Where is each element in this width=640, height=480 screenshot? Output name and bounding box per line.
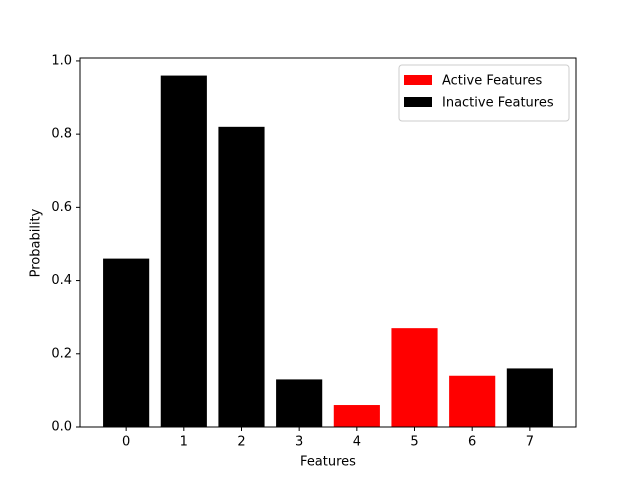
legend-box	[398, 64, 570, 122]
legend-swatch	[404, 75, 432, 85]
x-tick-label: 5	[410, 435, 418, 450]
y-tick-label: 0.2	[51, 346, 72, 361]
bar	[218, 126, 265, 428]
x-tick-label: 1	[180, 435, 188, 450]
bar	[333, 405, 380, 427]
x-tick-label: 3	[295, 435, 303, 450]
bar	[391, 328, 438, 427]
x-tick-label: 6	[468, 435, 476, 450]
y-tick-label: 0.8	[51, 127, 72, 142]
bar	[160, 75, 207, 428]
y-axis-label: Probability	[29, 208, 44, 277]
bar	[506, 368, 553, 427]
y-tick-label: 1.0	[51, 53, 72, 68]
bar	[449, 375, 496, 427]
bar	[103, 258, 150, 427]
x-tick-label: 2	[237, 435, 245, 450]
y-tick-label: 0.4	[51, 273, 72, 288]
x-tick-label: 7	[526, 435, 534, 450]
x-tick-label: 0	[122, 435, 130, 450]
plot-frame	[79, 57, 577, 428]
y-tick-label: 0.6	[51, 200, 72, 215]
legend-swatch	[404, 97, 432, 107]
bar	[276, 379, 323, 427]
legend-label: Inactive Features	[442, 96, 554, 111]
legend-label: Active Features	[442, 74, 542, 89]
x-tick-label: 4	[353, 435, 361, 450]
y-tick-label: 0.0	[51, 420, 72, 435]
x-axis-label: Features	[300, 455, 356, 470]
